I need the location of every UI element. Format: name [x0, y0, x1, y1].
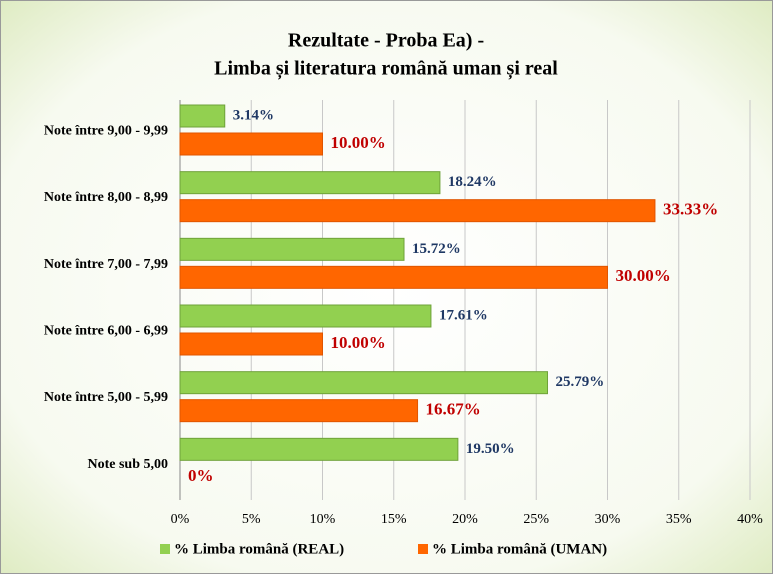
- bar: [179, 132, 323, 156]
- x-tick-label: 0%: [171, 512, 190, 527]
- legend-swatch: [160, 544, 170, 554]
- x-tick-label: 10%: [310, 512, 336, 527]
- y-tick-label: Note între 9,00 - 9,99: [44, 124, 168, 139]
- bar: [179, 171, 441, 195]
- bar: [179, 437, 459, 461]
- bar: [179, 332, 323, 356]
- legend-label: % Limba română (UMAN): [432, 541, 607, 557]
- bar: [179, 399, 419, 423]
- data-label: 17.61%: [439, 307, 488, 323]
- y-tick-label: Note sub 5,00: [87, 457, 168, 472]
- bar: [179, 371, 549, 395]
- bar: [179, 104, 226, 128]
- data-label: 15.72%: [412, 241, 461, 257]
- y-tick-label: Note între 8,00 - 8,99: [44, 190, 168, 205]
- data-label: 30.00%: [616, 266, 671, 285]
- bar: [179, 304, 432, 328]
- bar: [179, 199, 656, 223]
- y-tick-label: Note între 5,00 - 5,99: [44, 390, 168, 405]
- bar: [179, 237, 405, 261]
- legend-swatch: [418, 544, 428, 554]
- x-tick-label: 40%: [737, 512, 763, 527]
- x-tick-label: 25%: [523, 512, 549, 527]
- legend-label: % Limba română (REAL): [174, 541, 344, 557]
- data-label: 0%: [188, 466, 214, 485]
- y-tick-label: Note între 6,00 - 6,99: [44, 324, 168, 339]
- data-label: 25.79%: [556, 374, 605, 390]
- chart-title: Limba și literatura română uman și real: [214, 58, 558, 81]
- x-tick-label: 20%: [452, 512, 478, 527]
- y-tick-label: Note între 7,00 - 7,99: [44, 257, 168, 272]
- x-tick-label: 5%: [242, 512, 261, 527]
- x-tick-label: 35%: [666, 512, 692, 527]
- chart-title: Rezultate - Proba Ea) -: [288, 30, 484, 52]
- bar: [179, 265, 608, 289]
- data-label: 16.67%: [426, 400, 481, 419]
- x-tick-label: 30%: [595, 512, 621, 527]
- data-label: 18.24%: [448, 174, 497, 190]
- data-label: 33.33%: [663, 200, 718, 219]
- data-label: 10.00%: [331, 333, 386, 352]
- data-label: 19.50%: [466, 441, 515, 457]
- x-tick-label: 15%: [381, 512, 407, 527]
- data-label: 10.00%: [331, 133, 386, 152]
- data-label: 3.14%: [233, 107, 274, 123]
